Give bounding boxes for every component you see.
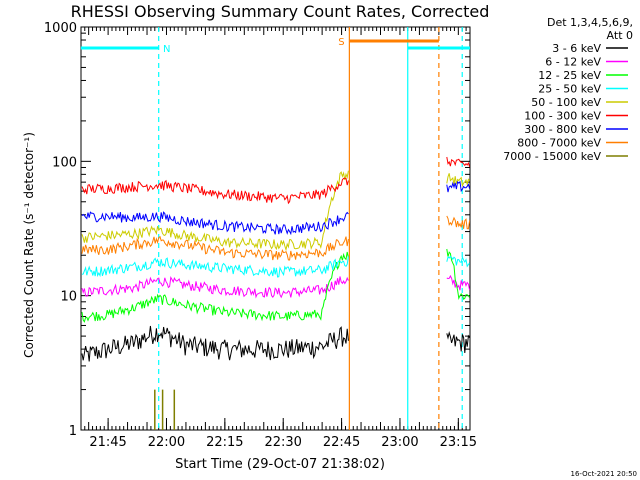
x-axis-label: Start Time (29-Oct-07 21:38:02) (175, 457, 385, 472)
y-axis-label: Corrected Count Rate (s⁻¹ detector⁻¹) (22, 132, 36, 358)
legend-label: 12 - 25 keV (538, 69, 601, 82)
x-tick-label: 22:15 (206, 435, 243, 450)
series-line (81, 248, 471, 323)
series-line (81, 156, 471, 205)
chart-title: RHESSI Observing Summary Count Rates, Co… (71, 2, 490, 21)
x-tick-label: 23:15 (440, 435, 477, 450)
x-tick-label: 22:00 (148, 435, 185, 450)
flag-label: S (338, 37, 344, 48)
legend-label: 25 - 50 keV (538, 83, 601, 96)
y-tick-label: 1 (69, 424, 77, 439)
series-line (81, 255, 471, 278)
x-tick-label: 21:45 (89, 435, 126, 450)
y-tick-label: 1000 (44, 21, 77, 36)
legend-header-line-2: Att 0 (607, 29, 633, 42)
y-tick-label: 100 (52, 155, 77, 170)
series-line (154, 389, 176, 430)
flag-label: N (163, 44, 170, 55)
x-tick-label: 23:00 (381, 435, 418, 450)
legend-label: 6 - 12 keV (545, 56, 601, 69)
x-tick-label: 22:45 (323, 435, 360, 450)
legend-label: 3 - 6 keV (552, 42, 601, 55)
series-line (81, 180, 471, 236)
series-line (81, 274, 471, 299)
legend-label: 800 - 7000 keV (517, 137, 601, 150)
y-tick-label: 10 (60, 290, 77, 305)
legend-header-line-1: Det 1,3,4,5,6,9, (547, 16, 633, 29)
legend-label: 50 - 100 keV (531, 96, 601, 109)
series-line (81, 170, 470, 252)
x-tick-label: 22:30 (264, 435, 301, 450)
legend-label: 100 - 300 keV (524, 110, 601, 123)
legend-label: 300 - 800 keV (524, 123, 601, 136)
legend-label: 7000 - 15000 keV (503, 150, 601, 163)
series-line (81, 215, 471, 261)
timestamp-annotation: 16-Oct-2021 20:50 (571, 470, 637, 478)
series-line (81, 325, 471, 362)
